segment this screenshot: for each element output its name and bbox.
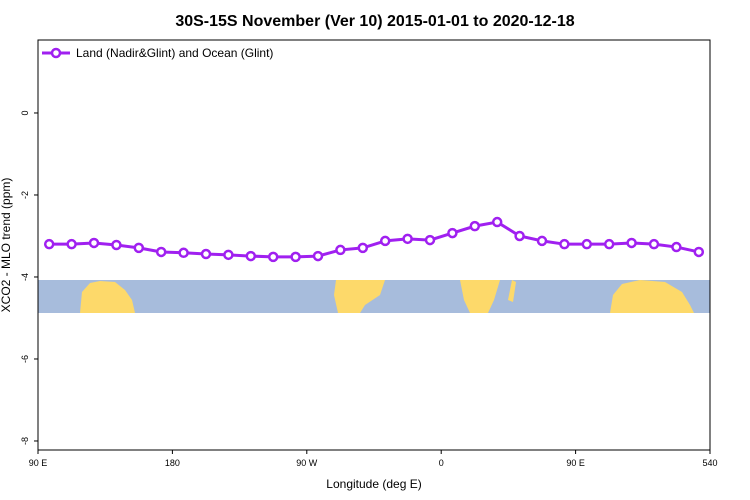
data-point [290, 251, 301, 263]
y-axis-label: XCO2 - MLO trend (ppm) [0, 178, 13, 313]
y-tick-label: -8 [20, 437, 30, 445]
series-line [49, 220, 700, 259]
data-point [245, 250, 257, 262]
land [334, 280, 385, 313]
legend-marker [50, 47, 62, 59]
data-point [671, 241, 682, 253]
land [80, 281, 135, 313]
data-point [267, 251, 279, 263]
y-tick-label: -4 [20, 273, 30, 281]
land [508, 280, 516, 302]
data-point [357, 242, 369, 254]
data-point [402, 233, 413, 245]
data-point [43, 238, 55, 250]
data-point [693, 246, 705, 258]
data-point [626, 237, 637, 249]
x-axis-label: Longitude (deg E) [326, 477, 421, 491]
map-band [38, 280, 710, 313]
data-point [379, 235, 391, 247]
land [460, 280, 500, 313]
data-point [491, 216, 503, 228]
x-tick-label: 0 [439, 458, 444, 468]
plot-frame [37, 39, 711, 451]
y-tick-label: 0 [20, 110, 30, 115]
data-point [88, 237, 100, 249]
data-point [581, 238, 593, 250]
data-point [469, 220, 481, 232]
data-point [424, 234, 436, 246]
data-point [133, 242, 145, 254]
data-point [335, 244, 346, 256]
data-point [155, 246, 167, 258]
x-tick-label: 90 W [296, 458, 318, 468]
data-point [536, 235, 548, 247]
data-point [648, 238, 660, 250]
x-tick-label: 90 E [29, 458, 48, 468]
x-tick-label: 90 E [566, 458, 585, 468]
data-point [66, 238, 77, 250]
data-point [603, 238, 615, 250]
y-tick-label: -6 [20, 355, 30, 363]
x-tick-label: 180 [165, 458, 180, 468]
data-point [223, 249, 234, 261]
data-point [111, 239, 122, 251]
data-point [178, 247, 189, 259]
x-tick-label: 540 [702, 458, 717, 468]
legend-text: Land (Nadir&Glint) and Ocean (Glint) [76, 46, 273, 60]
data-point [559, 238, 570, 250]
land [610, 280, 694, 313]
y-tick-label: -2 [20, 191, 30, 199]
data-point [200, 248, 212, 260]
data-point [447, 227, 458, 239]
data-point [514, 230, 525, 242]
data-point [312, 250, 324, 262]
chart-title: 30S-15S November (Ver 10) 2015-01-01 to … [175, 13, 574, 30]
